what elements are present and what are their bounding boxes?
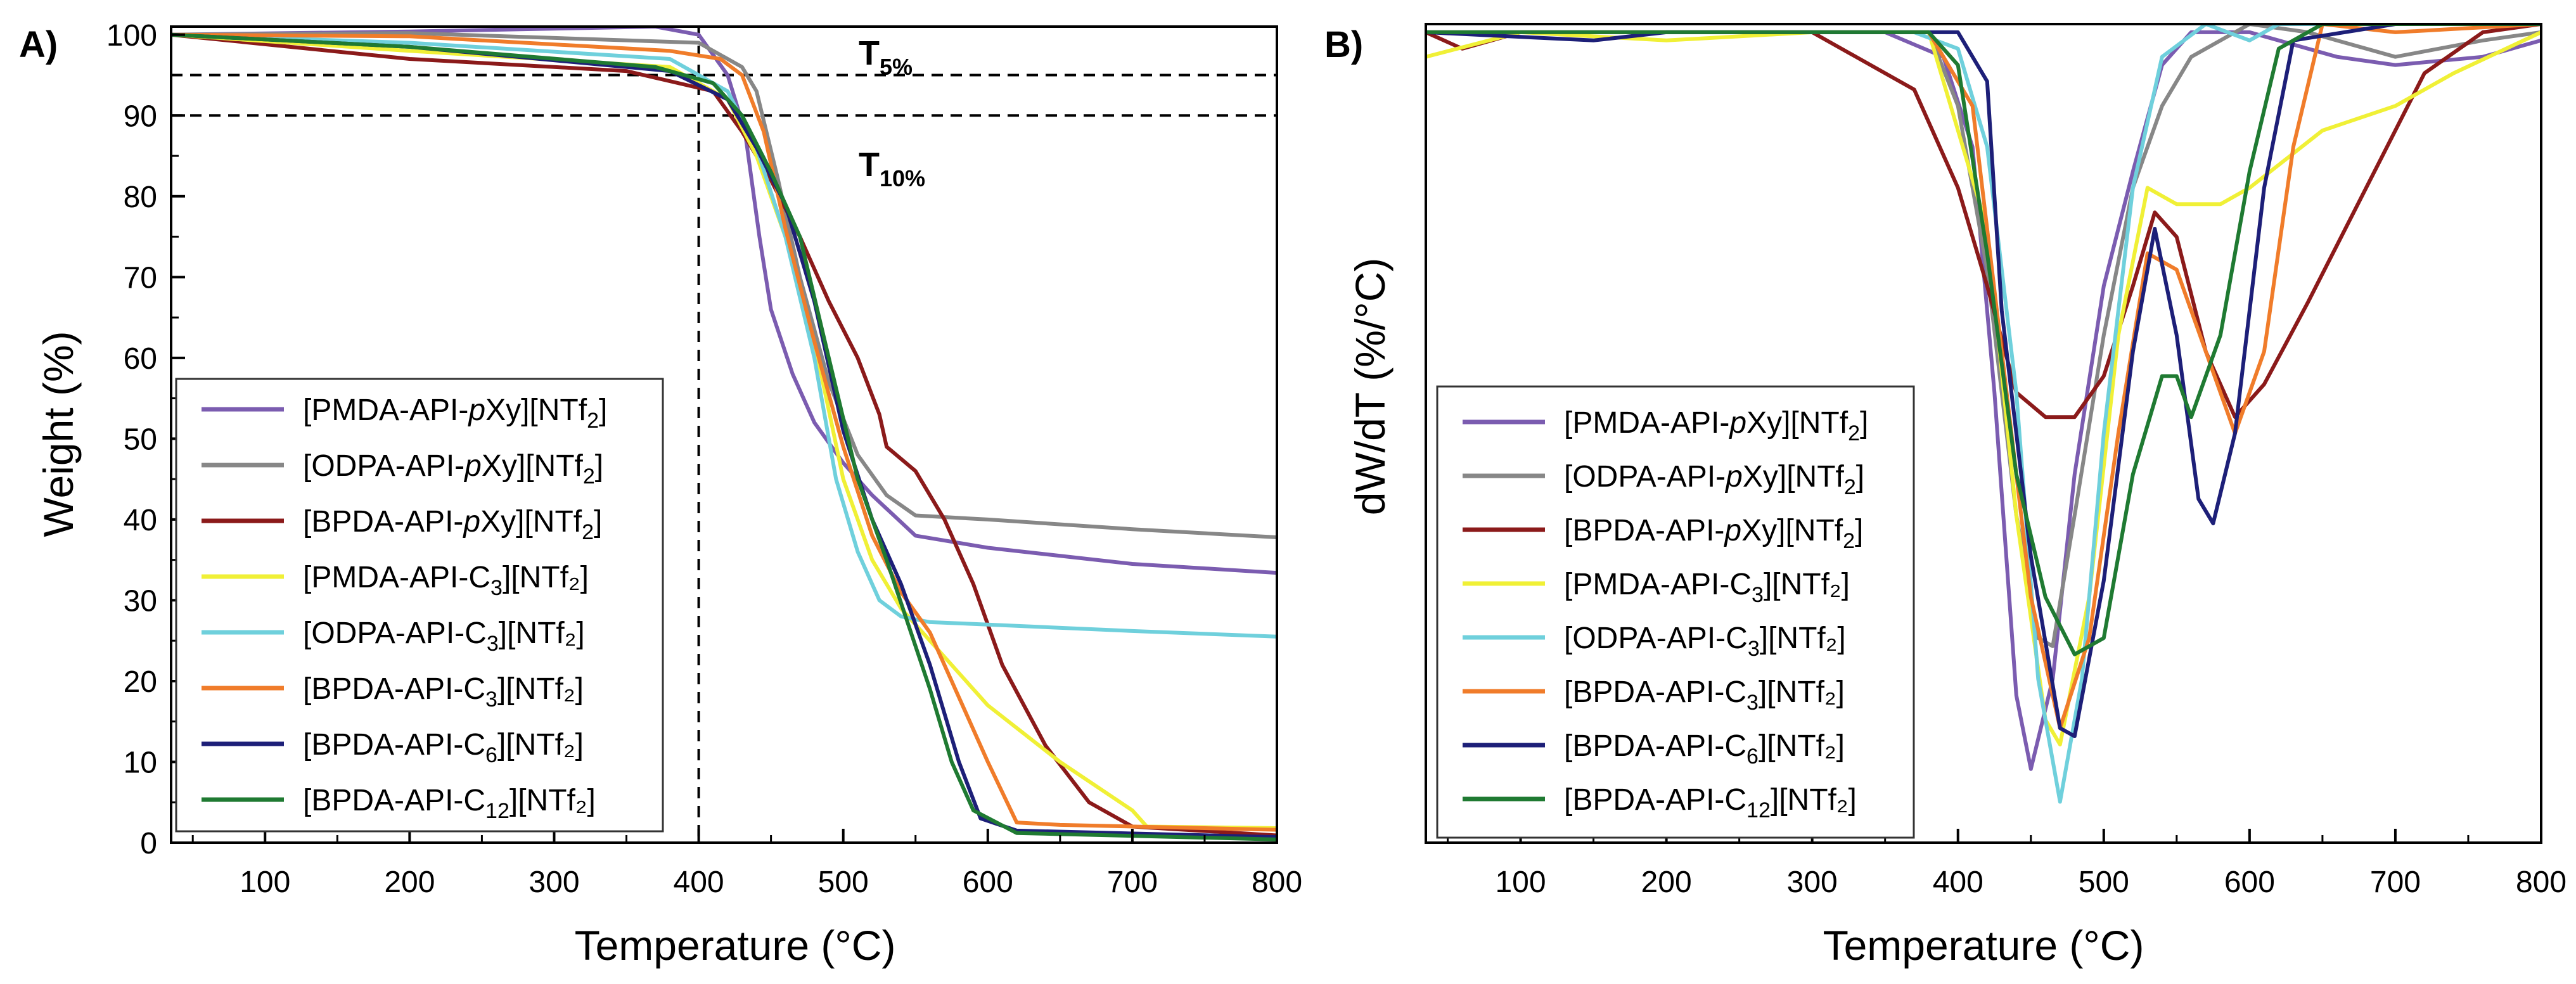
legend-entry: [PMDA-API-pXy][NTf2] <box>303 393 607 433</box>
legend-entry: [BPDA-API-C6][NTf₂] <box>303 728 584 767</box>
panel-a-y-axis-title: Weight (%) <box>35 331 82 537</box>
panel-b-x-axis-title: Temperature (°C) <box>1823 922 2144 969</box>
x-tick-label: 600 <box>2224 866 2275 899</box>
panel-a-label: A) <box>19 24 58 65</box>
legend-box <box>1436 385 1915 839</box>
panel-a-threshold-labels: T5% T10% <box>859 34 925 191</box>
x-tick-label: 500 <box>818 866 869 899</box>
legend-entry: [ODPA-API-C3][NTf₂] <box>1564 622 1846 661</box>
y-tick-label: 20 <box>124 665 157 699</box>
y-tick-label: 30 <box>124 584 157 618</box>
x-tick-label: 300 <box>529 866 579 899</box>
panel-a-frame <box>170 25 1278 844</box>
series-line-5 <box>171 32 1277 832</box>
x-tick-label: 800 <box>2516 866 2566 899</box>
y-tick-label: 70 <box>124 261 157 295</box>
x-tick-label: 800 <box>1252 866 1302 899</box>
legend-entry: [ODPA-API-C3][NTf₂] <box>303 617 585 656</box>
panel-a-x-axis-title: Temperature (°C) <box>575 922 896 969</box>
legend-entry: [BPDA-API-C3][NTf₂] <box>303 672 584 712</box>
y-tick-label: 60 <box>124 342 157 376</box>
x-tick-label: 400 <box>1933 866 1983 899</box>
series-line-4 <box>171 32 1277 639</box>
legend-entry: [PMDA-API-pXy][NTf2] <box>1564 406 1868 445</box>
panel-b-x-ticks: 100 200 300 400 500 600 700 800 <box>1447 829 2566 899</box>
panel-b-y-axis-title: dW/dT (%/°C) <box>1347 258 1394 516</box>
legend-entry: [BPDA-API-C12][NTf₂] <box>303 784 596 823</box>
legend-entry: [PMDA-API-C3][NTf₂] <box>303 561 589 600</box>
legend-entry: [BPDA-API-pXy][NTf2] <box>1564 514 1863 553</box>
y-tick-label: 0 <box>140 827 157 860</box>
panel-a: A) 100 200 300 400 500 600 700 800 0 10 20 30 40 50 6… <box>19 19 1302 969</box>
legend-entry: [ODPA-API-pXy][NTf2] <box>303 449 603 489</box>
panel-b-frame <box>1425 23 2542 844</box>
x-tick-label: 200 <box>384 866 435 899</box>
legend-entry: [PMDA-API-C3][NTf₂] <box>1564 568 1850 607</box>
series-line-7 <box>1426 24 2541 656</box>
legend-entry: [BPDA-API-C3][NTf₂] <box>1564 675 1845 715</box>
panel-b-legend: [PMDA-API-pXy][NTf2] [ODPA-API-pXy][NTf2]… <box>1436 385 1915 839</box>
y-tick-label: 100 <box>106 19 157 53</box>
y-tick-label: 40 <box>124 504 157 537</box>
legend-entry: [BPDA-API-C12][NTf₂] <box>1564 783 1857 822</box>
x-tick-label: 100 <box>1495 866 1546 899</box>
panel-a-series <box>171 27 1277 841</box>
y-tick-label: 50 <box>124 423 157 456</box>
series-line-1 <box>1426 24 2541 648</box>
legend-entry: [ODPA-API-pXy][NTf2] <box>1564 460 1864 499</box>
legend-box <box>175 378 664 833</box>
series-line-0 <box>171 27 1277 575</box>
x-tick-label: 600 <box>963 866 1013 899</box>
x-tick-label: 700 <box>1107 866 1158 899</box>
panel-b: B) 100 200 300 400 500 600 700 800 Temperature … <box>1324 23 2566 969</box>
series-line-6 <box>171 32 1277 840</box>
x-tick-label: 500 <box>2079 866 2129 899</box>
panel-a-legend: [PMDA-API-pXy][NTf2] [ODPA-API-pXy][NTf2]… <box>175 378 664 833</box>
x-tick-label: 700 <box>2370 866 2421 899</box>
threshold-label-T10%: T10% <box>859 146 925 191</box>
series-line-4 <box>1426 24 2541 804</box>
series-line-1 <box>171 31 1277 539</box>
x-tick-label: 100 <box>240 866 290 899</box>
x-tick-label: 200 <box>1641 866 1692 899</box>
panel-a-y-ticks: 0 10 20 30 40 50 60 70 80 90 100 <box>106 19 185 860</box>
panel-b-label: B) <box>1324 24 1363 65</box>
legend-entry: [BPDA-API-pXy][NTf2] <box>303 505 602 544</box>
legend-entry: [BPDA-API-C6][NTf₂] <box>1564 729 1845 769</box>
panel-a-reference-lines <box>171 27 1277 843</box>
y-tick-label: 10 <box>124 746 157 779</box>
y-tick-label: 80 <box>124 181 157 214</box>
x-tick-label: 400 <box>674 866 724 899</box>
y-tick-label: 90 <box>124 99 157 133</box>
threshold-label-T5%: T5% <box>859 34 913 80</box>
panel-b-series <box>1426 24 2541 804</box>
series-line-7 <box>171 32 1277 841</box>
panel-a-x-ticks: 100 200 300 400 500 600 700 800 <box>191 829 1302 899</box>
x-tick-label: 300 <box>1787 866 1838 899</box>
